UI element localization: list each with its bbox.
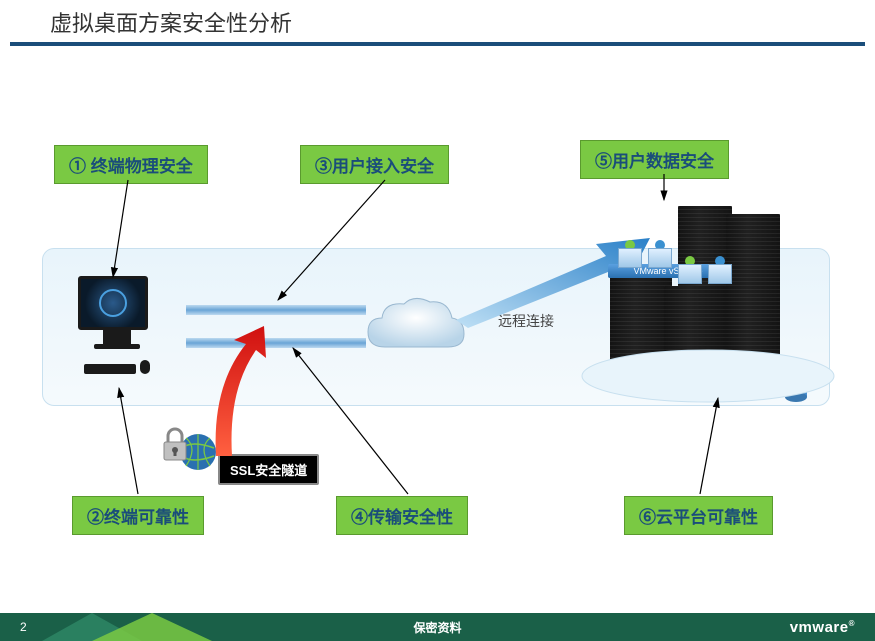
terminal-icon [78,276,156,374]
box-5-user-data: ⑤用户数据安全 [580,140,729,179]
datacenter-icon: VMware vSphere [608,196,808,396]
ssl-tunnel-label: SSL安全隧道 [218,454,319,485]
footer-bar: 2 保密资料 vmware® [0,613,875,641]
box-2-terminal-reliable: ②终端可靠性 [72,496,204,535]
box-6-cloud-platform: ⑥云平台可靠性 [624,496,773,535]
footer-confidential: 保密资料 [413,619,461,636]
box-1-terminal-physical: ① 终端物理安全 [54,145,208,184]
box-4-transmission: ④传输安全性 [336,496,468,535]
title-underline [10,42,865,46]
box-3-user-access: ③用户接入安全 [300,145,449,184]
ssl-lock-icon [158,420,218,472]
footer-page-number: 2 [20,620,27,634]
red-arrow-icon [210,326,280,458]
vmware-logo: vmware® [790,619,855,636]
slide-title: 虚拟桌面方案安全性分析 [50,6,292,38]
connection-bar-top [186,305,366,315]
footer-triangles-icon [42,613,212,641]
